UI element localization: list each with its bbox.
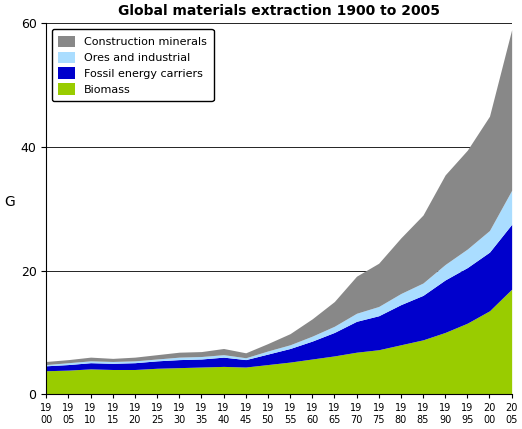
Title: Global materials extraction 1900 to 2005: Global materials extraction 1900 to 2005 (118, 4, 440, 18)
Y-axis label: G: G (4, 195, 15, 209)
Legend: Construction minerals, Ores and industrial, Fossil energy carriers, Biomass: Construction minerals, Ores and industri… (52, 29, 213, 102)
